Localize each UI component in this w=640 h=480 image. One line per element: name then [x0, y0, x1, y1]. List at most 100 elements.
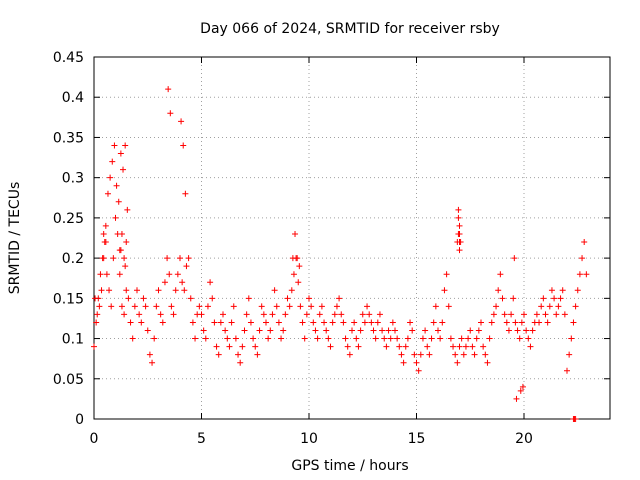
data-point: [389, 319, 396, 326]
data-point: [570, 319, 577, 326]
data-point: [579, 255, 586, 262]
data-point: [331, 311, 338, 318]
data-point: [417, 351, 424, 358]
data-point: [455, 214, 462, 221]
data-point: [202, 335, 209, 342]
data-point: [220, 311, 226, 318]
data-point: [110, 255, 117, 262]
data-point: [346, 351, 353, 358]
data-point: [374, 319, 381, 326]
data-point: [413, 359, 420, 366]
data-point: [536, 319, 543, 326]
data-point: [460, 351, 467, 358]
data-point: [456, 222, 463, 229]
data-point: [555, 303, 562, 310]
data-point: [146, 351, 153, 358]
data-point: [398, 351, 405, 358]
data-point: [336, 295, 343, 302]
data-point: [394, 335, 401, 342]
data-point: [164, 255, 171, 262]
data-point: [265, 335, 272, 342]
data-point: [273, 303, 280, 310]
data-point: [94, 311, 101, 318]
data-point: [512, 319, 519, 326]
data-point: [207, 279, 214, 286]
data-point: [471, 351, 478, 358]
data-point: [140, 295, 147, 302]
data-point: [361, 319, 368, 326]
data-point: [340, 319, 347, 326]
data-point: [228, 319, 235, 326]
data-point: [98, 287, 105, 294]
data-point: [439, 319, 446, 326]
data-point: [546, 303, 553, 310]
data-point: [387, 335, 394, 342]
data-point: [232, 335, 239, 342]
data-point: [559, 287, 566, 294]
data-point: [404, 335, 411, 342]
data-point: [533, 311, 540, 318]
data-point: [235, 351, 242, 358]
data-point: [415, 367, 422, 374]
data-point: [576, 271, 583, 278]
data-point: [123, 287, 130, 294]
data-point: [329, 319, 336, 326]
data-point: [200, 327, 207, 334]
x-tick-label: 15: [408, 431, 426, 447]
data-point: [117, 247, 124, 254]
data-point: [364, 303, 371, 310]
data-point: [312, 327, 319, 334]
data-point: [572, 303, 579, 310]
y-tick-label: 0.25: [53, 211, 84, 227]
data-point: [269, 311, 276, 318]
data-point: [144, 327, 151, 334]
data-point: [355, 343, 362, 350]
data-point: [222, 327, 229, 334]
data-point: [237, 359, 244, 366]
data-point: [165, 86, 172, 93]
data-point: [217, 319, 224, 326]
data-point: [103, 271, 110, 278]
data-point: [260, 311, 267, 318]
data-point: [488, 319, 495, 326]
data-point: [564, 367, 570, 374]
data-point: [428, 335, 435, 342]
data-point: [299, 319, 306, 326]
data-point: [447, 335, 454, 342]
data-point: [127, 319, 134, 326]
data-point: [501, 311, 508, 318]
data-point: [159, 319, 166, 326]
data-point: [513, 395, 520, 402]
data-point: [445, 303, 452, 310]
data-point: [292, 230, 299, 237]
data-point: [495, 287, 502, 294]
data-point: [168, 303, 175, 310]
data-point: [456, 247, 463, 254]
data-point: [117, 150, 124, 157]
data-point: [484, 359, 491, 366]
data-point: [93, 319, 100, 326]
data-point: [325, 335, 332, 342]
data-point: [118, 230, 125, 237]
data-point: [226, 343, 233, 350]
data-point: [376, 311, 383, 318]
data-point: [402, 343, 409, 350]
data-point: [122, 263, 129, 270]
data-point: [372, 335, 379, 342]
data-point: [583, 271, 590, 278]
data-point: [529, 327, 536, 334]
data-point: [252, 343, 259, 350]
data-point: [301, 335, 308, 342]
data-point: [511, 255, 518, 262]
data-point: [122, 142, 129, 149]
data-point: [113, 182, 120, 189]
data-point: [123, 239, 130, 246]
data-point: [174, 271, 181, 278]
y-tick-label: 0.35: [53, 130, 84, 146]
data-point: [497, 271, 504, 278]
y-tick-labels: 0 0.05 0.1 0.15 0.2 0.25 0.3 0.35 0.4 0.45: [53, 50, 84, 428]
data-point: [469, 343, 476, 350]
data-point: [538, 303, 545, 310]
data-point: [422, 327, 429, 334]
data-points: [91, 86, 590, 422]
